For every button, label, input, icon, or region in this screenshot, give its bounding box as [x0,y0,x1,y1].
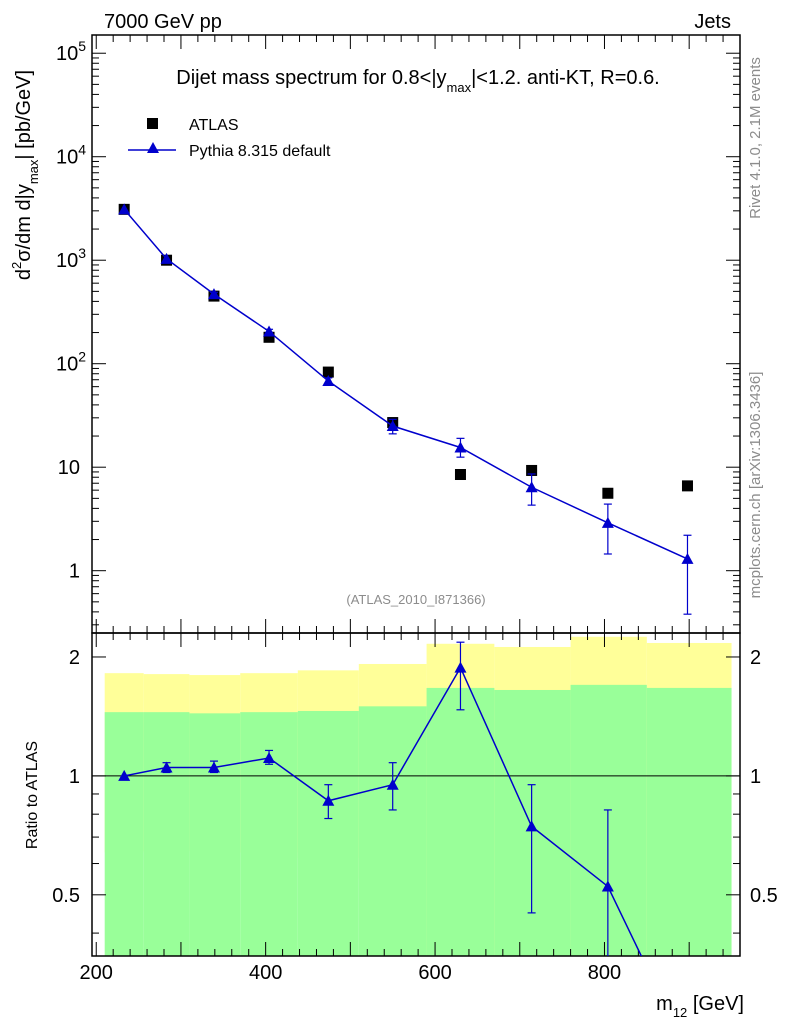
bottom-panel-frame [91,632,741,957]
atlas-point [454,469,466,481]
pythia-line [123,208,688,560]
ratio-y-tick-label: 2 [69,647,80,669]
band-inner [426,687,495,956]
x-tick-label: 600 [418,962,451,984]
legend-atlas-marker [147,118,158,129]
atlas-point [263,331,275,343]
band-inner [646,687,732,956]
y-tick-label: 104 [56,142,86,169]
pythia-point [681,552,694,564]
pythia-point [454,441,467,453]
side-rivet-info: Rivet 4.1.0, 2.1M events [747,57,764,219]
pythia-point [601,516,614,528]
ratio-y-tick-label: 1 [69,766,80,788]
legend-pythia-marker [147,142,159,153]
pythia-point [386,420,399,432]
band-inner [297,710,359,956]
ratio-y-tick-label-right: 0.5 [750,885,778,907]
band-inner [358,706,427,956]
chart-title: Dijet mass spectrum for 0.8<|ymax|<1.2. … [176,67,660,95]
x-tick-label: 200 [80,962,113,984]
ratio-point [454,661,467,673]
ratio-y-tick-label-right: 2 [750,647,761,669]
header-category: Jets [694,11,731,33]
pythia-point [263,325,276,337]
y-tick-label: 103 [56,245,86,272]
x-axis-label: m12 [GeV] [656,993,744,1020]
pythia-point [118,203,131,215]
marks [118,203,694,956]
ratio-point [601,880,614,892]
ratio-bands [104,636,732,956]
y-tick-label: 10 [58,457,80,479]
legend: ATLAS Pythia 8.315 default [128,117,331,160]
band-inner [104,712,144,956]
legend-atlas-label: ATLAS [189,117,239,134]
ratio-point [263,751,276,763]
header-collision: 7000 GeV pp [104,11,222,33]
atlas-point [681,480,693,492]
atlas-point [602,487,614,499]
ratio-y-tick-label-right: 1 [750,766,761,788]
x-tick-label: 400 [249,962,282,984]
x-tick-label: 800 [588,962,621,984]
side-mcplots-info: mcplots.cern.ch [arXiv:1306.3436] [747,372,764,599]
axes: 200 400 600 800 1 10 102 103 104 105 0.5 0.5 1 1 2 2 [52,34,778,984]
analysis-watermark: (ATLAS_2010_I871366) [346,592,485,607]
ratio-point [386,778,399,790]
ratio-point [525,820,538,832]
band-inner [189,713,241,956]
ratio-point [118,769,131,781]
ratio-line [124,665,643,956]
pythia-point [160,252,173,264]
band-inner [240,712,298,956]
ratio-point [160,761,173,773]
ratio-point [207,761,220,773]
atlas-point [322,366,334,378]
ratio-y-tick-label: 0.5 [52,885,80,907]
ratio-point [322,794,335,806]
legend-pythia-label: Pythia 8.315 default [189,143,331,160]
ratio-series [118,641,643,956]
band-inner [570,684,647,956]
ratio-y-axis-label: Ratio to ATLAS [24,741,41,849]
atlas-point [526,464,538,476]
pythia-point [525,481,538,493]
pythia-point [207,288,220,300]
pythia-point [322,375,335,387]
y-tick-label: 1 [69,561,80,583]
top-y-axis-label: d2σ/dm d|ymax| [pb/GeV] [9,70,41,280]
y-tick-label: 105 [56,38,86,65]
band-inner [143,712,190,956]
y-tick-label: 102 [56,349,86,376]
